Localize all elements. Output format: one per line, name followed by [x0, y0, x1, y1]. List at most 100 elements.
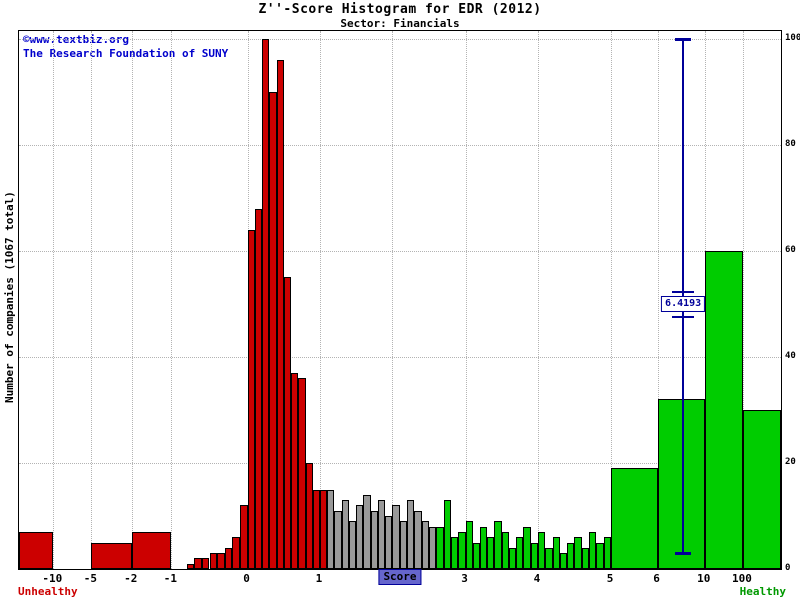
histogram-bar [370, 510, 378, 569]
x-tick-label: 5 [606, 572, 614, 585]
histogram-bar [742, 410, 781, 569]
x-tick-label: 3 [461, 572, 468, 585]
x-tick-label: -2 [124, 572, 138, 585]
histogram-bar [239, 505, 248, 569]
histogram-bar [341, 500, 349, 569]
histogram-bar [363, 494, 371, 569]
x-gridline [53, 31, 55, 569]
histogram-bar [443, 500, 451, 569]
histogram-bar [254, 208, 263, 569]
histogram-bar [247, 229, 255, 569]
healthy-label: Healthy [739, 585, 786, 598]
y-gridline [19, 356, 781, 358]
histogram-bar [19, 531, 54, 569]
unhealthy-label: Unhealthy [18, 585, 78, 598]
histogram-bar [421, 521, 429, 569]
x-gridline [91, 31, 93, 569]
histogram-bar [194, 558, 202, 569]
histogram-bar [574, 537, 582, 569]
y-gridline [19, 144, 781, 146]
histogram-bar [232, 537, 240, 569]
histogram-bar [458, 531, 466, 569]
x-gridline [611, 31, 613, 569]
histogram-bar [487, 537, 495, 569]
histogram-bar [399, 521, 407, 569]
plot-area: ©www.textbiz.org The Research Foundation… [18, 30, 782, 570]
chart-title: Z''-Score Histogram for EDR (2012) [258, 2, 542, 17]
marker-bottom-cap [675, 552, 692, 556]
histogram-bar [537, 531, 546, 569]
histogram-bar [327, 489, 335, 569]
y-tick-label: 40 [785, 350, 796, 361]
histogram-bar [567, 542, 575, 569]
y-gridline [19, 462, 781, 464]
y-tick-label: 80 [785, 138, 796, 149]
histogram-bar [385, 516, 393, 569]
histogram-bar [407, 500, 415, 569]
marker-top-cap [675, 37, 692, 41]
x-tick-label: 1 [315, 572, 323, 585]
histogram-bar [209, 553, 218, 569]
histogram-bar [356, 505, 364, 569]
watermark-line2: The Research Foundation of SUNY [23, 47, 229, 60]
histogram-bar [392, 505, 400, 569]
histogram-bar [552, 537, 560, 569]
histogram-bar [516, 537, 524, 569]
x-gridline [657, 31, 659, 569]
marker-value-label: 6.4193 [661, 295, 706, 312]
x-axis-title: Score [378, 569, 422, 585]
histogram-bar [319, 489, 328, 569]
histogram-bar [291, 372, 299, 569]
histogram-bar [276, 60, 284, 569]
histogram-bar [472, 542, 480, 569]
y-tick-label: 0 [785, 563, 791, 573]
chart-subtitle: Sector: Financials [340, 17, 460, 30]
histogram-bar [428, 526, 437, 569]
x-tick-label: 4 [533, 572, 541, 585]
y-gridline [19, 38, 781, 40]
x-gridline [465, 31, 467, 569]
x-gridline [131, 31, 133, 569]
histogram-bar [545, 547, 553, 569]
histogram-bar [436, 526, 444, 569]
histogram-bar [603, 537, 612, 569]
histogram-bar [201, 558, 210, 569]
histogram-bar [305, 463, 313, 569]
histogram-bar [414, 510, 422, 569]
x-gridline [537, 31, 539, 569]
histogram-bar [611, 468, 658, 569]
y-axis-tick-labels: 0 20 40 60 80 100 [784, 30, 800, 573]
histogram-bar [377, 500, 386, 569]
marker-upper-tick [672, 290, 695, 293]
histogram-bar [450, 537, 459, 569]
x-tick-label: -5 [83, 572, 97, 585]
histogram-bar [283, 277, 292, 569]
histogram-bar [262, 38, 270, 569]
y-tick-label: 100 [785, 32, 800, 43]
x-gridline [171, 31, 173, 569]
histogram-bar [217, 553, 225, 569]
x-tick-label: -10 [42, 572, 63, 585]
histogram-bar [334, 510, 342, 569]
histogram-bar [269, 91, 277, 569]
x-tick-label: 100 [731, 572, 752, 585]
histogram-bar [312, 489, 320, 569]
histogram-bar [494, 521, 502, 569]
histogram-bar [657, 399, 705, 569]
histogram-bar [508, 547, 517, 569]
x-gridline [319, 31, 321, 569]
histogram-bar [480, 526, 488, 569]
x-gridline [742, 31, 744, 569]
x-tick-label: 6 [653, 572, 660, 585]
y-axis-title: Number of companies (1067 total) [3, 191, 16, 403]
x-tick-label: -1 [163, 572, 178, 585]
marker-lower-tick [672, 315, 695, 318]
histogram-bar [704, 250, 743, 569]
y-tick-label: 60 [785, 244, 796, 255]
histogram-bar [131, 531, 172, 569]
histogram-bar [186, 563, 195, 569]
x-gridline [392, 31, 394, 569]
y-gridline [19, 250, 781, 252]
y-tick-label: 20 [785, 456, 796, 467]
